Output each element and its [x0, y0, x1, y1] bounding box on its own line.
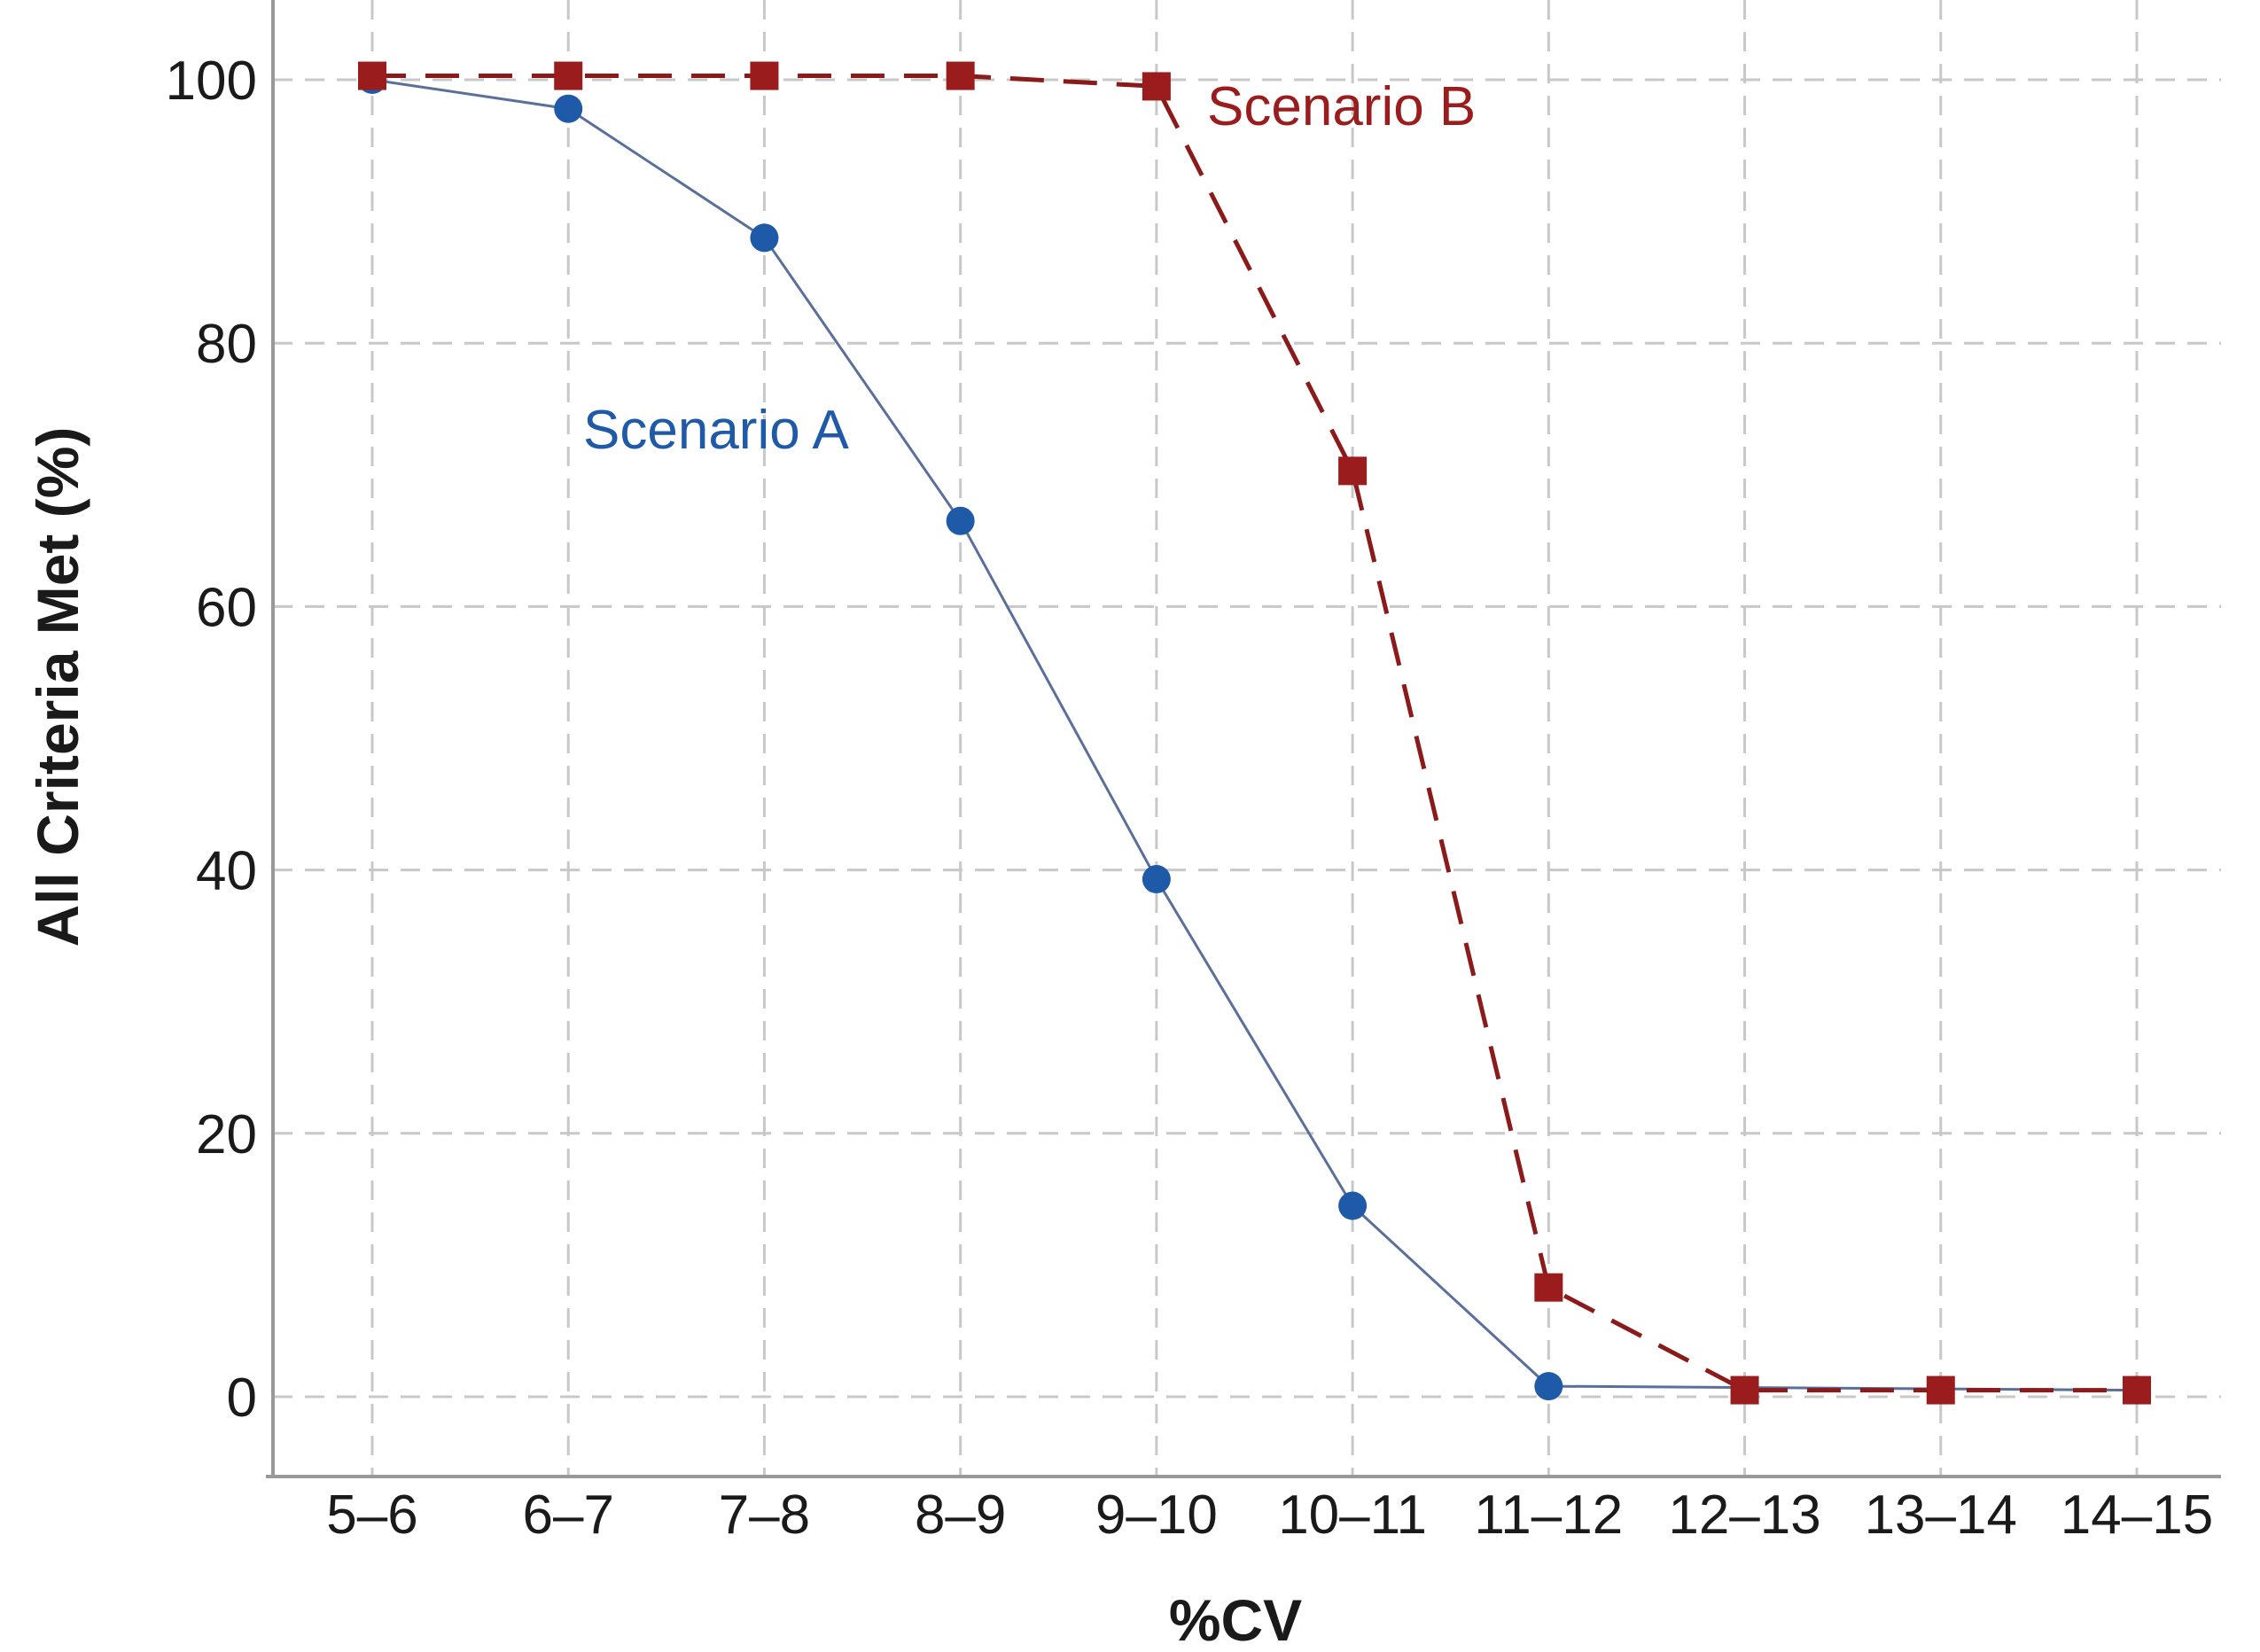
x-tick-label: 12–13 [1668, 1484, 1820, 1546]
series-line [372, 74, 2137, 1393]
x-tick-label: 7–8 [719, 1484, 810, 1546]
data-point [1730, 1375, 1759, 1405]
data-point [358, 61, 386, 90]
x-tick-label: 10–11 [1278, 1484, 1427, 1546]
series [358, 61, 2151, 1405]
annotations: Scenario A Scenario B [583, 76, 1476, 461]
data-point [554, 61, 583, 90]
data-point [1534, 1273, 1563, 1302]
data-point [1534, 1372, 1563, 1401]
grid [273, 0, 2221, 1477]
data-point [1926, 1375, 1955, 1405]
x-tick-label: 14–15 [2061, 1484, 2213, 1546]
y-tick-label: 100 [166, 51, 257, 112]
data-point [946, 61, 975, 90]
data-point [1142, 865, 1171, 894]
x-tick-label: 6–7 [522, 1484, 613, 1546]
series-line [371, 78, 2138, 1392]
data-point [1142, 72, 1171, 101]
y-tick-label: 60 [196, 577, 257, 638]
axes [266, 0, 2221, 1478]
data-point [750, 61, 779, 90]
x-tick-label: 13–14 [1865, 1484, 2017, 1546]
x-axis-title: %CV [1169, 1587, 1302, 1652]
y-tick-label: 80 [196, 314, 257, 375]
scenario-b-annotation: Scenario B [1207, 76, 1476, 137]
data-point [750, 223, 779, 253]
data-point [946, 506, 975, 535]
y-tick-label: 20 [196, 1104, 257, 1165]
y-axis-title: All Criteria Met (%) [25, 427, 90, 947]
data-point [1338, 1191, 1368, 1220]
x-tick-label: 11–12 [1474, 1484, 1623, 1546]
series-scenario-a [358, 66, 2151, 1405]
x-tick-label: 9–10 [1095, 1484, 1218, 1546]
x-tick-label: 5–6 [326, 1484, 417, 1546]
scenario-a-annotation: Scenario A [583, 400, 850, 461]
data-point [2123, 1375, 2151, 1405]
y-tick-labels: 0 20 40 60 80 100 [166, 51, 257, 1429]
x-tick-labels: 5–6 6–7 7–8 8–9 9–10 10–11 11–12 12–13 13–14 14–1… [326, 1484, 2213, 1546]
y-tick-label: 40 [196, 841, 257, 902]
x-tick-label: 8–9 [915, 1484, 1006, 1546]
data-point [1338, 456, 1368, 486]
data-point [554, 94, 583, 123]
y-tick-label: 0 [227, 1368, 257, 1429]
series-scenario-b [358, 61, 2151, 1405]
